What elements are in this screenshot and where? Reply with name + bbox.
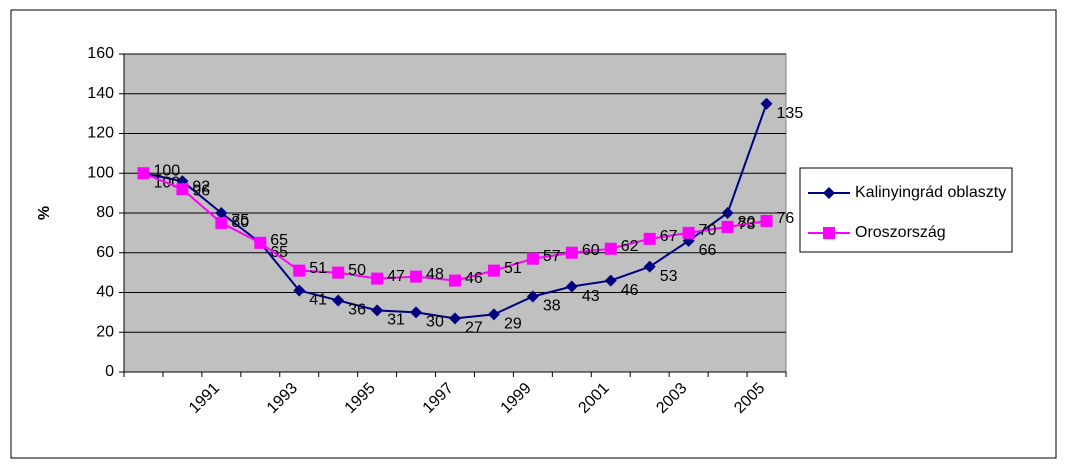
data-label: 57 — [543, 248, 561, 265]
y-tick-label: 0 — [105, 363, 114, 380]
y-axis-title: % — [36, 206, 53, 220]
data-label: 100 — [153, 162, 180, 179]
point-marker — [332, 294, 345, 307]
data-label: 70 — [699, 222, 717, 239]
data-label: 46 — [465, 270, 483, 287]
data-label: 80 — [231, 214, 249, 231]
point-marker — [449, 274, 461, 287]
y-tick-label: 60 — [96, 244, 114, 261]
point-marker — [176, 183, 189, 196]
point-marker — [449, 312, 461, 325]
point-marker — [332, 266, 345, 279]
data-label: 65 — [270, 244, 288, 261]
data-label: 80 — [738, 214, 756, 231]
data-label: 36 — [348, 302, 366, 319]
point-marker — [254, 236, 267, 249]
data-label: 31 — [387, 312, 405, 329]
point-marker — [565, 246, 578, 259]
point-marker — [760, 214, 773, 227]
data-label: 46 — [621, 282, 639, 299]
data-label: 65 — [270, 232, 288, 249]
data-label: 41 — [309, 292, 327, 309]
data-label: 38 — [543, 298, 561, 315]
point-marker — [604, 242, 617, 255]
data-label: 73 — [738, 216, 756, 233]
data-label: 30 — [426, 314, 444, 331]
data-label: 92 — [192, 178, 210, 195]
data-label: 51 — [309, 260, 327, 277]
data-label: 96 — [192, 182, 210, 199]
point-marker — [643, 260, 656, 273]
point-marker — [760, 97, 773, 110]
point-marker — [526, 290, 539, 303]
y-tick-label: 120 — [87, 125, 114, 142]
y-tick-label: 40 — [96, 284, 114, 301]
y-tick-label: 140 — [87, 85, 114, 102]
data-label: 76 — [777, 210, 795, 227]
data-label: 48 — [426, 266, 444, 283]
point-marker — [371, 304, 384, 317]
point-marker — [410, 270, 423, 283]
data-label: 50 — [348, 262, 366, 279]
data-label: 67 — [660, 228, 678, 245]
point-marker — [526, 252, 539, 265]
data-label: 53 — [660, 268, 678, 285]
data-label: 43 — [582, 288, 600, 305]
point-marker — [565, 280, 578, 293]
point-marker — [682, 226, 695, 239]
point-marker — [215, 207, 228, 219]
point-marker — [487, 308, 500, 321]
y-tick-label: 20 — [96, 323, 114, 340]
legend-marker — [823, 227, 835, 239]
legend-label: Oroszország — [855, 224, 946, 241]
y-tick-label: 160 — [87, 45, 114, 62]
point-marker — [410, 306, 423, 319]
data-label: 75 — [231, 212, 249, 229]
y-tick-label: 100 — [87, 164, 114, 181]
data-label: 51 — [504, 260, 522, 277]
y-tick-label: 80 — [96, 204, 114, 221]
point-marker — [215, 216, 228, 229]
data-label: 47 — [387, 268, 405, 285]
point-marker — [604, 274, 617, 287]
data-label: 66 — [699, 242, 717, 259]
data-label: 27 — [465, 320, 483, 337]
data-label: 135 — [777, 105, 804, 122]
point-marker — [487, 264, 500, 277]
point-marker — [293, 264, 306, 277]
data-label: 62 — [621, 238, 639, 255]
point-marker — [293, 284, 306, 297]
legend-marker — [823, 187, 835, 199]
point-marker — [721, 220, 734, 233]
point-marker — [371, 272, 384, 285]
point-marker — [643, 232, 656, 245]
legend — [799, 167, 1013, 253]
legend-label: Kalinyingrád oblaszty — [855, 184, 1006, 201]
data-label: 60 — [582, 242, 600, 259]
data-label: 29 — [504, 316, 522, 333]
point-marker — [721, 207, 734, 219]
point-marker — [137, 167, 150, 180]
